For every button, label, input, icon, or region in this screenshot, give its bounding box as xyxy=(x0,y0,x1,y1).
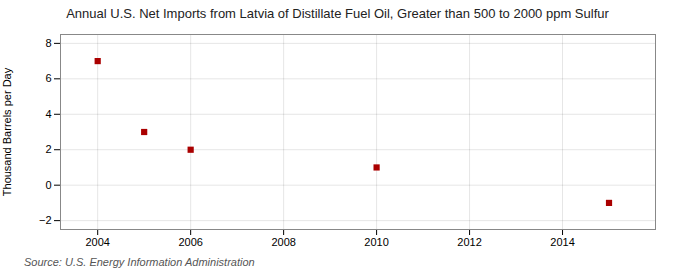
svg-text:2014: 2014 xyxy=(550,236,574,248)
svg-text:2010: 2010 xyxy=(364,236,388,248)
svg-text:4: 4 xyxy=(45,108,51,120)
html-text:Source: U.S. Energy Informatio: Source: U.S. Energy Information Administ… xyxy=(24,256,255,268)
svg-text:Thousand Barrels per Day: Thousand Barrels per Day xyxy=(1,67,13,196)
svg-text:8: 8 xyxy=(45,37,51,49)
svg-text:2006: 2006 xyxy=(178,236,202,248)
svg-text:−2: −2 xyxy=(39,214,52,226)
svg-text:2: 2 xyxy=(45,143,51,155)
html-text:Annual U.S. Net Imports from L: Annual U.S. Net Imports from Latvia of D… xyxy=(66,6,609,21)
svg-text:0: 0 xyxy=(45,179,51,191)
svg-text:2012: 2012 xyxy=(457,236,481,248)
svg-text:2008: 2008 xyxy=(271,236,295,248)
svg-text:6: 6 xyxy=(45,72,51,84)
svg-text:2004: 2004 xyxy=(85,236,109,248)
